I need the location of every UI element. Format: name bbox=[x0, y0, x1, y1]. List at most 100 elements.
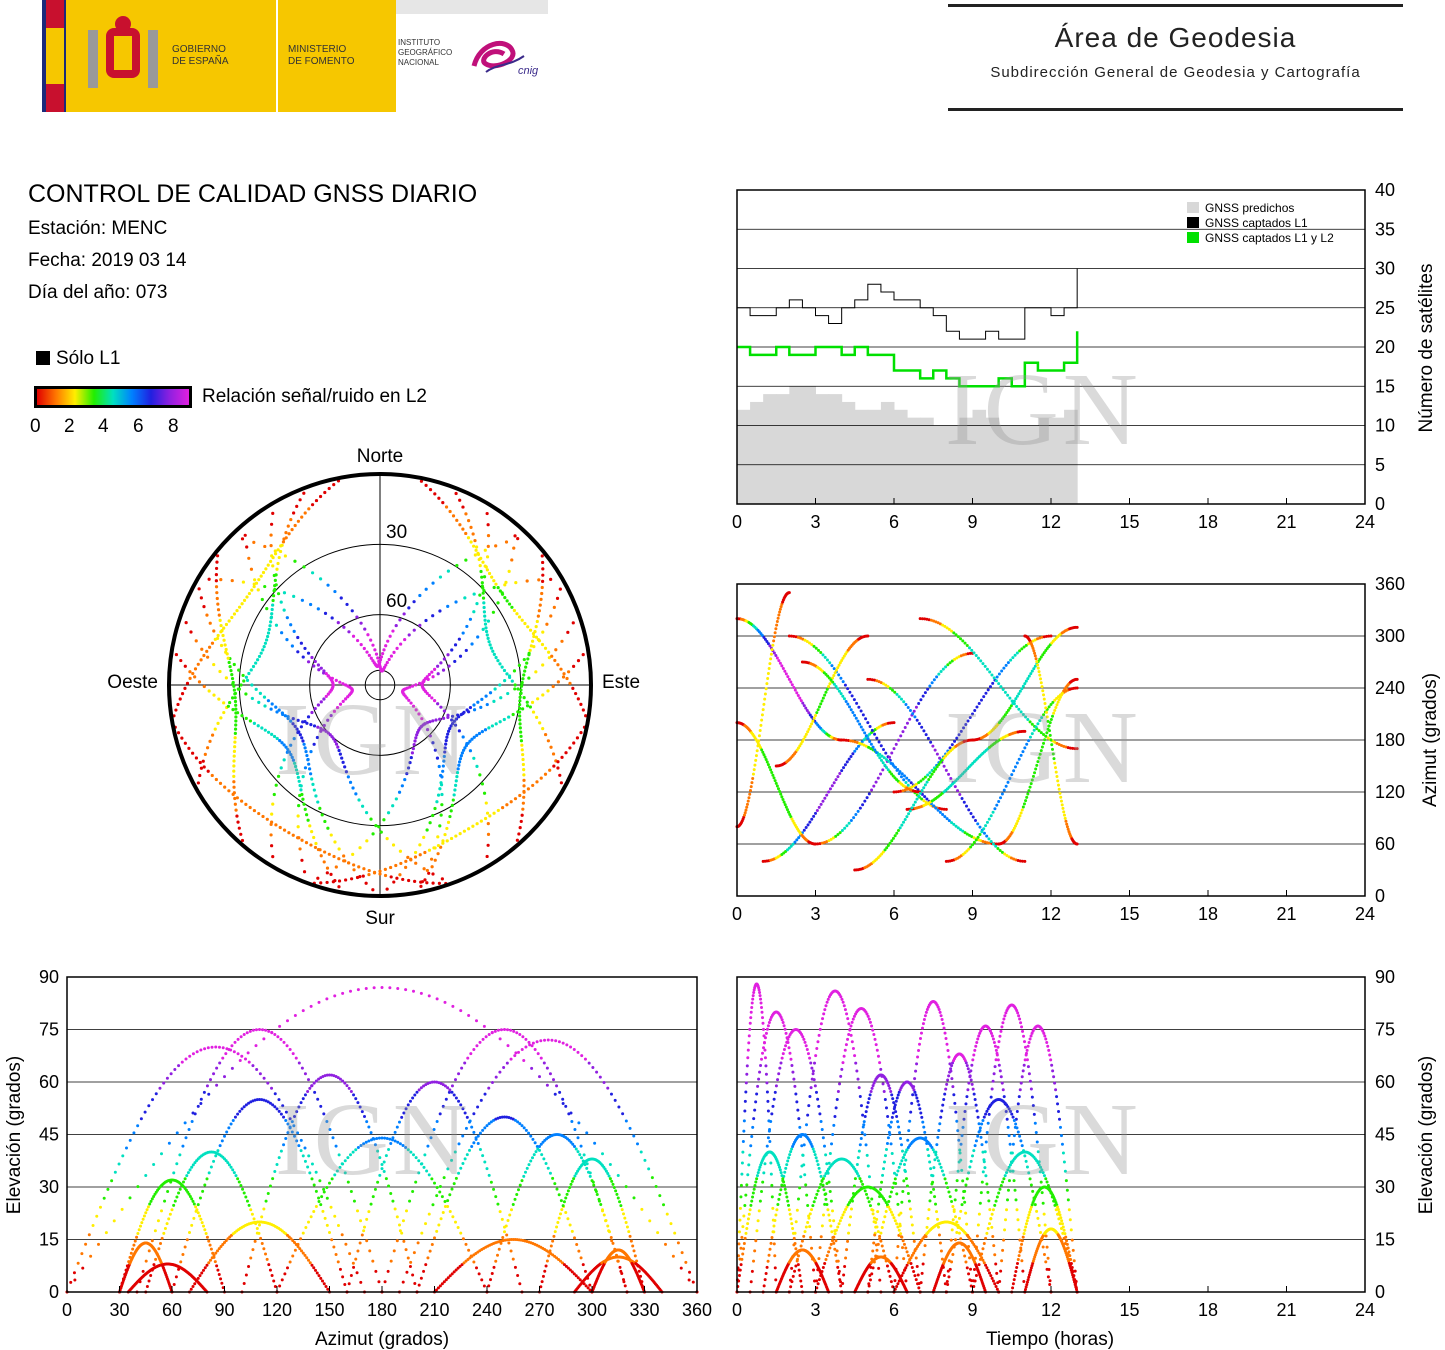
track-point bbox=[989, 839, 993, 843]
track-point bbox=[301, 720, 305, 724]
track-point bbox=[574, 691, 578, 696]
track-point bbox=[476, 1134, 480, 1138]
track-point bbox=[368, 1249, 372, 1253]
track-point bbox=[499, 1028, 503, 1032]
track-point bbox=[393, 1130, 397, 1134]
track-point bbox=[346, 1156, 350, 1160]
track-point bbox=[571, 686, 575, 690]
track-point bbox=[794, 1220, 798, 1224]
track-point bbox=[306, 651, 311, 655]
track-point bbox=[765, 640, 769, 644]
track-point bbox=[945, 1042, 949, 1046]
track-point bbox=[1021, 684, 1025, 688]
track-point bbox=[823, 693, 827, 697]
track-point bbox=[572, 664, 576, 668]
track-point bbox=[296, 718, 300, 722]
track-point bbox=[453, 788, 457, 792]
track-point bbox=[286, 1131, 290, 1135]
track-point bbox=[817, 805, 821, 809]
track-point bbox=[237, 668, 241, 672]
track-point bbox=[526, 787, 530, 791]
track-point bbox=[856, 1156, 860, 1160]
track-point bbox=[325, 880, 329, 885]
track-point bbox=[274, 823, 278, 827]
track-point bbox=[933, 1195, 937, 1199]
track-point bbox=[143, 1110, 147, 1114]
track-point bbox=[284, 1110, 288, 1114]
track-point bbox=[865, 796, 869, 800]
track-point bbox=[302, 491, 306, 495]
track-point bbox=[210, 1045, 214, 1049]
track-point bbox=[498, 1210, 502, 1214]
track-point bbox=[301, 1009, 305, 1013]
track-point bbox=[573, 1144, 576, 1148]
track-point bbox=[471, 824, 475, 828]
track-point bbox=[197, 680, 202, 684]
track-point bbox=[602, 1213, 606, 1217]
track-point bbox=[629, 1239, 633, 1243]
x-tick-label: 150 bbox=[314, 1300, 344, 1320]
track-point bbox=[1045, 710, 1049, 714]
track-point bbox=[259, 651, 263, 655]
track-point bbox=[919, 1031, 923, 1035]
track-point bbox=[388, 986, 392, 990]
track-point bbox=[804, 1183, 808, 1187]
track-point bbox=[219, 1245, 223, 1249]
track-point bbox=[907, 812, 911, 816]
track-point bbox=[530, 1044, 534, 1048]
track-point bbox=[486, 843, 490, 847]
track-point bbox=[121, 1154, 125, 1158]
track-point bbox=[1032, 728, 1036, 732]
track-point bbox=[1037, 756, 1041, 760]
track-point bbox=[947, 1074, 951, 1078]
track-point bbox=[572, 1177, 576, 1181]
track-point bbox=[928, 684, 932, 688]
track-point bbox=[899, 734, 903, 738]
track-point bbox=[546, 1038, 550, 1042]
track-point bbox=[983, 664, 987, 668]
track-point bbox=[775, 656, 779, 660]
track-point bbox=[862, 1120, 866, 1124]
track-point bbox=[1046, 719, 1050, 723]
track-point bbox=[262, 645, 266, 649]
track-point bbox=[432, 1127, 436, 1131]
track-point bbox=[312, 1266, 316, 1270]
track-point bbox=[921, 694, 925, 698]
track-point bbox=[823, 796, 827, 800]
track-point bbox=[325, 1196, 329, 1200]
track-point bbox=[825, 1000, 829, 1004]
track-point bbox=[827, 1180, 831, 1184]
track-point bbox=[917, 781, 921, 785]
track-point bbox=[367, 872, 371, 877]
track-point bbox=[822, 1144, 826, 1148]
track-point bbox=[664, 1242, 667, 1246]
track-point bbox=[941, 1022, 945, 1026]
track-point bbox=[443, 746, 447, 750]
track-point bbox=[483, 564, 487, 568]
track-point bbox=[1000, 792, 1004, 796]
track-point bbox=[308, 1086, 312, 1090]
track-point bbox=[478, 1131, 482, 1135]
track-point bbox=[684, 1260, 688, 1264]
track-point bbox=[342, 625, 346, 629]
track-point bbox=[424, 1222, 428, 1226]
track-point bbox=[573, 1127, 577, 1131]
track-point bbox=[273, 1105, 277, 1109]
track-point bbox=[401, 1219, 405, 1223]
track-point bbox=[573, 1236, 576, 1240]
track-point bbox=[347, 630, 351, 634]
track-point bbox=[196, 781, 200, 785]
track-point bbox=[288, 1117, 292, 1121]
area-subtitle: Subdirección General de Geodesia y Carto… bbox=[990, 64, 1361, 81]
track-point bbox=[278, 549, 283, 554]
track-point bbox=[807, 711, 811, 715]
track-point bbox=[316, 800, 320, 804]
track-point bbox=[1006, 780, 1010, 784]
track-point bbox=[852, 1184, 856, 1188]
track-point bbox=[980, 830, 984, 834]
track-point bbox=[268, 624, 272, 628]
track-point bbox=[900, 823, 904, 827]
track-point bbox=[828, 787, 832, 791]
track-point bbox=[385, 887, 389, 891]
track-point bbox=[461, 711, 465, 716]
